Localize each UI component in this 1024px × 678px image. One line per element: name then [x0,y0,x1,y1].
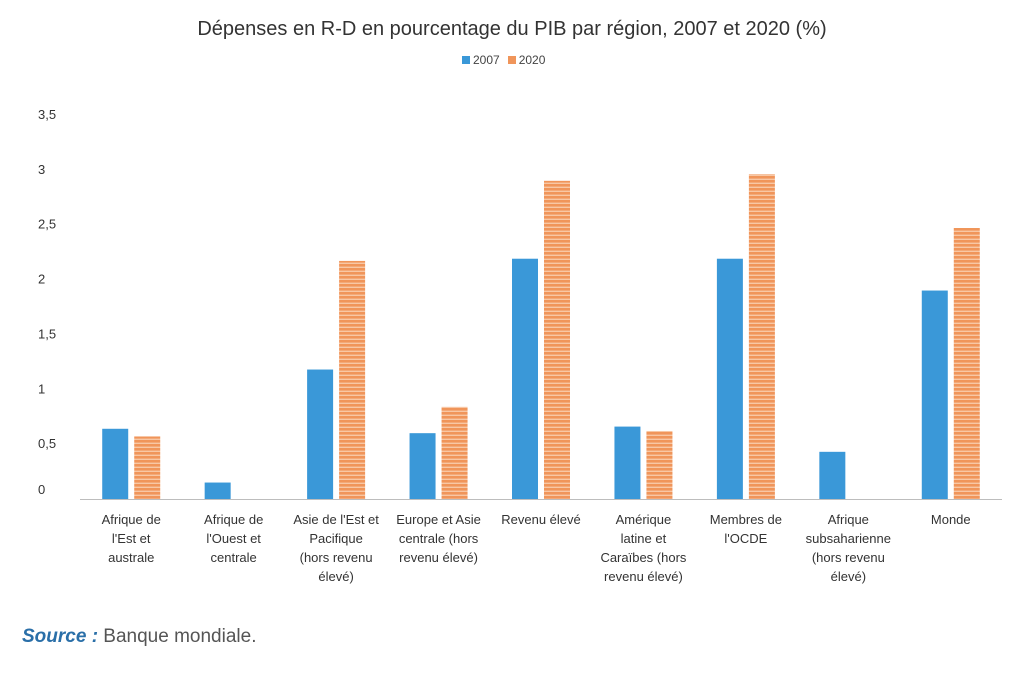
category-label-line: Afrique de [204,512,263,527]
bars-group [102,174,980,500]
category-label-line: Afrique [828,512,869,527]
y-axis-ticks: 0 0,5 1 1,5 2 2,5 3 3,5 [38,107,56,497]
category-label-0: Afrique de l'Est et australe [102,512,161,565]
category-label-line: (hors revenu [300,550,373,565]
category-label-4: Revenu élevé [501,512,581,527]
category-label-line: latine et [621,531,667,546]
bar-2020-8 [953,228,980,499]
bar-2020-3 [441,406,468,499]
category-label-5: Amérique latine et Caraïbes (hors revenu él… [600,512,686,584]
category-label-line: (hors revenu [812,550,885,565]
category-label-7: Afrique subsaharienne (hors revenu élevé) [806,512,891,584]
category-label-line: australe [108,550,154,565]
chart-title: Dépenses en R-D en pourcentage du PIB pa… [197,18,827,40]
bar-2007-5 [614,426,641,499]
category-label-8: Monde [931,512,971,527]
bar-2007-2 [307,369,334,499]
y-tick-label: 0 [38,482,45,497]
category-label-1: Afrique de l'Ouest et centrale [204,512,263,565]
category-label-line: centrale (hors [399,531,479,546]
y-tick-label: 2 [38,272,45,287]
category-label-line: Asie de l'Est et [293,512,379,527]
category-label-line: revenu élevé) [604,569,683,584]
category-label-line: Amérique [616,512,672,527]
category-label-6: Membres de l'OCDE [710,512,782,546]
category-label-2: Asie de l'Est et Pacifique (hors revenu éle… [293,512,379,584]
bar-2020-4 [544,180,570,500]
bar-2020-6 [748,174,775,499]
category-label-line: centrale [211,550,257,565]
source-label: Source : [22,626,99,647]
category-label-line: l'Est et [112,531,151,546]
y-tick-label: 3,5 [38,107,56,122]
category-label-line: Afrique de [102,512,161,527]
category-label-line: Monde [931,512,971,527]
bar-2007-7 [819,451,846,499]
y-tick-label: 1,5 [38,326,56,341]
source-text: Banque mondiale. [98,626,257,647]
bar-2020-5 [646,430,673,499]
category-label-line: Pacifique [309,531,362,546]
category-label-line: Caraïbes (hors [600,550,686,565]
category-label-line: élevé) [318,569,353,584]
legend-label-2007: 2007 [473,53,500,67]
bar-2007-1 [204,482,231,499]
category-label-line: l'Ouest et [206,531,261,546]
bar-2020-0 [134,436,161,499]
legend-item-2020: 2020 [507,53,546,67]
y-tick-label: 0,5 [38,436,56,451]
legend-label-2020: 2020 [518,53,546,67]
legend: 2007 2020 [462,52,553,68]
y-tick-label: 2,5 [38,217,56,232]
legend-swatch-2007 [462,56,470,64]
category-label-3: Europe et Asie centrale (hors revenu élevé… [396,512,481,565]
x-axis-labels: Afrique de l'Est et australe Afrique de l'Ou… [102,512,971,584]
category-label-line: l'OCDE [724,531,767,546]
bar-2007-0 [102,428,129,499]
category-label-line: Revenu élevé [501,512,581,527]
category-label-line: revenu élevé) [399,550,478,565]
bar-2007-6 [716,258,743,499]
bar-2020-2 [339,260,366,499]
category-label-line: subsaharienne [806,531,891,546]
bar-2007-4 [512,258,538,499]
y-tick-label: 1 [38,381,45,396]
legend-item-2007: 2007 [462,53,500,67]
bar-2007-3 [409,433,436,499]
category-label-line: Europe et Asie [396,512,481,527]
bar-2007-8 [921,290,948,499]
category-label-line: élevé) [831,569,866,584]
source-note: Source : Banque mondiale. [22,626,256,648]
y-tick-label: 3 [38,162,45,177]
legend-swatch-2020 [507,56,516,64]
category-label-line: Membres de [710,512,782,527]
